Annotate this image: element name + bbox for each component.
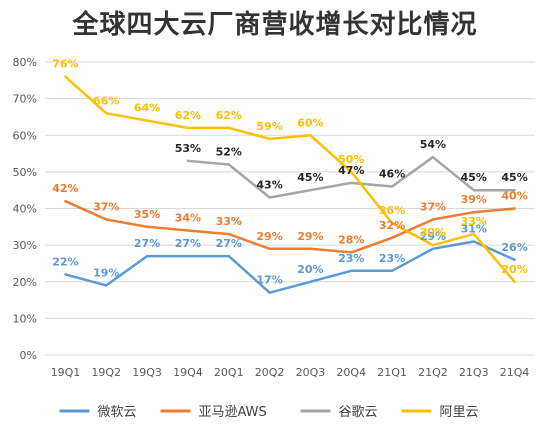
- x-tick-label: 21Q2: [418, 366, 448, 379]
- x-tick-label: 21Q1: [377, 366, 407, 379]
- x-tick-label: 19Q3: [132, 366, 162, 379]
- data-label: 59%: [256, 120, 282, 133]
- legend-label: 亚马逊AWS: [199, 405, 267, 420]
- data-label: 64%: [134, 102, 160, 115]
- y-tick-label: 50%: [13, 166, 37, 179]
- data-label: 31%: [461, 222, 487, 235]
- legend-label: 谷歌云: [339, 405, 378, 420]
- data-label: 29%: [420, 230, 446, 243]
- y-tick-label: 10%: [13, 312, 37, 325]
- x-tick-label: 19Q4: [173, 366, 203, 379]
- data-label: 35%: [134, 208, 160, 221]
- y-tick-label: 0%: [20, 349, 37, 362]
- data-label: 66%: [93, 94, 119, 107]
- data-label: 43%: [256, 179, 282, 192]
- data-label: 33%: [216, 215, 242, 228]
- data-label: 19%: [93, 266, 119, 279]
- series-line: [186, 155, 516, 199]
- x-tick-label: 21Q4: [500, 366, 530, 379]
- data-label: 45%: [501, 171, 527, 184]
- y-tick-label: 70%: [13, 93, 37, 106]
- data-label: 28%: [338, 233, 364, 246]
- y-tick-label: 40%: [13, 203, 37, 216]
- data-label: 27%: [175, 237, 201, 250]
- data-label: 23%: [379, 252, 405, 265]
- data-label: 52%: [216, 146, 242, 159]
- data-label: 29%: [256, 230, 282, 243]
- data-label: 22%: [52, 255, 78, 268]
- y-tick-label: 60%: [13, 129, 37, 142]
- x-tick-label: 21Q3: [459, 366, 489, 379]
- x-tick-label: 20Q4: [336, 366, 366, 379]
- y-tick-label: 30%: [13, 239, 37, 252]
- legend-label: 微软云: [98, 405, 137, 420]
- data-label: 42%: [52, 182, 78, 195]
- data-label: 34%: [175, 211, 201, 224]
- data-label: 40%: [501, 190, 527, 203]
- data-label: 20%: [501, 263, 527, 276]
- data-label: 27%: [216, 237, 242, 250]
- data-label: 27%: [134, 237, 160, 250]
- x-tick-label: 19Q1: [51, 366, 81, 379]
- data-label: 54%: [420, 138, 446, 151]
- series-line: [64, 75, 516, 284]
- data-label: 37%: [93, 200, 119, 213]
- x-tick-label: 20Q2: [255, 366, 285, 379]
- data-label: 45%: [461, 171, 487, 184]
- x-tick-label: 19Q2: [91, 366, 121, 379]
- x-tick-label: 20Q1: [214, 366, 244, 379]
- data-label: 62%: [175, 109, 201, 122]
- series-line: [64, 199, 516, 254]
- series-line: [64, 240, 516, 294]
- x-tick-label: 20Q3: [296, 366, 326, 379]
- y-tick-label: 20%: [13, 276, 37, 289]
- data-label: 50%: [338, 153, 364, 166]
- data-label: 30%: [420, 226, 446, 239]
- data-label: 47%: [338, 164, 364, 177]
- data-label: 17%: [256, 274, 282, 287]
- data-label: 62%: [216, 109, 242, 122]
- data-label: 37%: [420, 200, 446, 213]
- data-label: 45%: [297, 171, 323, 184]
- legend-label: 阿里云: [440, 405, 479, 420]
- data-label: 60%: [297, 116, 323, 129]
- data-label: 33%: [461, 215, 487, 228]
- data-label: 39%: [461, 193, 487, 206]
- data-label: 23%: [338, 252, 364, 265]
- data-label: 32%: [379, 219, 405, 232]
- data-label: 46%: [379, 168, 405, 181]
- data-label: 20%: [297, 263, 323, 276]
- y-tick-label: 80%: [13, 56, 37, 69]
- data-label: 26%: [501, 241, 527, 254]
- data-label: 76%: [52, 58, 78, 71]
- data-label: 29%: [297, 230, 323, 243]
- data-label: 36%: [379, 204, 405, 217]
- chart-title: 全球四大云厂商营收增长对比情况: [72, 10, 478, 40]
- data-label: 53%: [175, 142, 201, 155]
